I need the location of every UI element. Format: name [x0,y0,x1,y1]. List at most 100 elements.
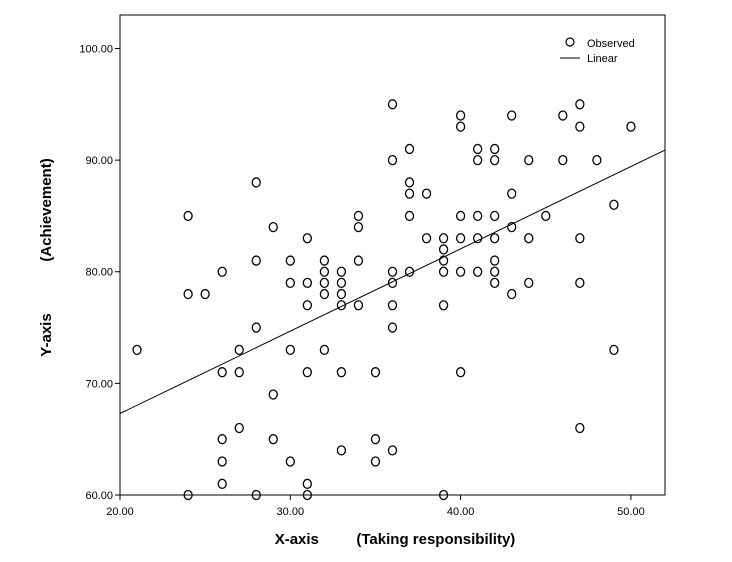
data-point [626,121,636,132]
data-point [183,489,193,501]
linear-fit-line [119,149,666,414]
data-point [319,266,330,277]
data-point [490,277,500,289]
data-point [353,300,364,311]
data-point [438,244,449,255]
data-point [404,143,415,155]
data-point [353,221,364,233]
data-point [302,233,312,244]
data-point [336,266,347,277]
data-point [268,389,278,400]
data-point [558,110,568,121]
data-point [268,434,278,445]
data-point [524,154,534,166]
data-point [387,300,398,311]
data-point [302,478,312,489]
x-tick-label: 50.00 [617,506,645,518]
legend-linear-label: Linear [587,53,618,65]
y-axis-title-line1: Y-axis [38,313,55,356]
data-point [285,277,295,289]
data-point [336,367,347,378]
data-point [490,255,500,266]
data-point [353,210,364,222]
data-point [421,188,432,199]
data-point [473,154,483,166]
data-point [370,367,381,378]
plot-area [119,14,666,496]
y-tick-label: 100.00 [79,43,113,55]
legend: Observed Linear [560,37,635,65]
x-axis-title: X-axis (Taking responsibility) [275,531,516,548]
data-point [438,300,449,311]
data-point [404,210,415,222]
legend-observed-marker [565,37,575,47]
linear-fit-group [119,149,666,414]
data-point [507,188,517,199]
data-point [336,277,347,289]
data-point [387,322,398,333]
data-point [234,344,244,356]
data-point [387,266,398,277]
data-point [524,277,534,289]
y-tick-label: 60.00 [85,490,113,502]
data-point [490,143,500,155]
data-point [404,177,415,188]
data-point [473,266,483,277]
data-point [575,277,585,289]
data-point [455,233,466,244]
data-point [302,489,312,501]
data-point [268,221,278,233]
data-point [387,277,398,289]
data-point [575,99,585,110]
data-point [404,266,415,277]
data-point [592,154,602,166]
data-point [575,233,585,244]
data-point [370,434,381,445]
data-point [217,478,227,489]
data-point [490,233,500,244]
data-point [507,221,517,233]
data-point [234,422,244,434]
data-point [285,456,295,467]
data-point [302,300,312,311]
data-point [609,344,619,356]
data-point [455,121,466,132]
data-point [302,367,312,378]
data-point [285,344,295,356]
data-point [387,445,398,456]
data-point [541,210,551,222]
data-point [438,233,449,244]
data-point [507,288,517,300]
data-point [387,99,398,110]
data-point [200,288,210,300]
data-point [234,367,244,378]
data-point [455,266,466,277]
y-tick-label: 70.00 [85,378,113,390]
data-point [251,177,261,188]
data-point [387,154,398,166]
data-point [404,188,415,199]
data-point [490,210,500,222]
data-point [336,300,347,311]
data-point [609,199,619,210]
data-point [217,266,227,277]
data-point [251,255,261,266]
data-point [132,344,142,356]
data-point [302,277,312,289]
data-point [251,489,261,501]
data-point [455,110,466,121]
data-point [370,456,381,467]
data-point [455,210,466,222]
data-point [438,266,449,277]
x-tick-label: 30.00 [277,506,305,518]
data-point [473,210,483,222]
data-point [251,322,261,333]
x-tick-label: 40.00 [447,506,475,518]
data-point [575,121,585,132]
y-tick-label: 90.00 [85,155,113,167]
data-point [490,266,500,277]
data-point [421,233,432,244]
y-tick-label: 80.00 [85,267,113,279]
data-point [490,154,500,166]
